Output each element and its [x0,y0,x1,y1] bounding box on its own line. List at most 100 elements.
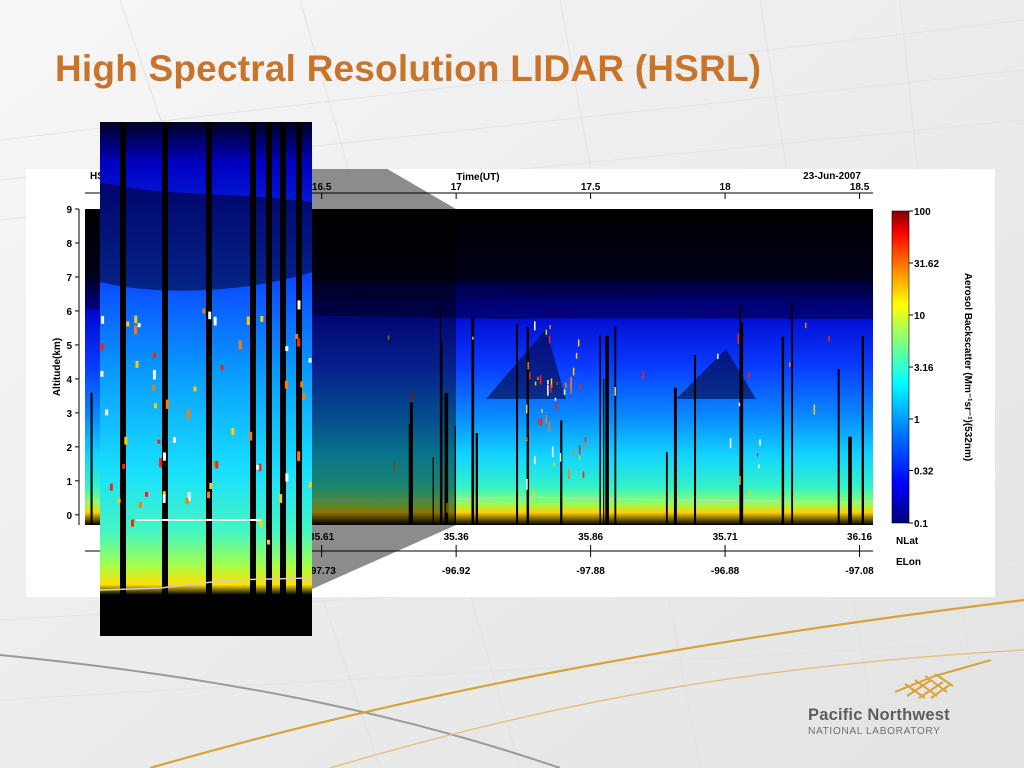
zoom-hot-spot [133,325,137,335]
hot-spot [737,333,740,344]
hot-spot [387,335,390,340]
zoom-hot-spot [308,482,312,488]
hot-spot [538,419,540,425]
logo-name: Pacific Northwest [808,706,950,724]
zoom-hot-spot [249,431,253,441]
lon-tick-label: -96.88 [711,566,740,577]
data-gap-bar [454,425,457,525]
lon-axis-label: ELon [896,557,921,568]
hot-spot [575,352,578,359]
data-gap-bar [444,392,449,525]
hot-spot [550,384,552,393]
hot-spot [559,453,562,462]
hot-spot [534,456,536,465]
pnnl-logo: Pacific Northwest NATIONAL LABORATORY [808,706,950,737]
hot-spot [556,381,559,386]
hot-spot [545,329,548,335]
zoom-hot-spot [260,315,264,322]
zoom-hot-spot [238,340,242,350]
hot-spot [579,384,581,390]
zoom-hot-spot [145,491,149,497]
hot-spot [568,468,570,479]
data-gap-bar [603,378,605,525]
logo-subtitle: NATIONAL LABORATORY [808,726,941,737]
hot-spot [578,445,581,455]
zoom-hot-spot [185,497,189,505]
hot-spot [545,414,548,425]
x-tick-label: 17 [451,182,463,193]
zoom-hot-spot [208,311,212,320]
hot-spot [570,383,572,394]
data-gap-bar [516,323,519,525]
data-gap-bar [781,336,785,525]
hot-spot [756,453,759,457]
zoom-hot-spot [101,315,105,324]
pnnl-logo-mark [895,659,992,699]
hot-spot [547,379,549,385]
zoom-hot-spot [186,409,190,420]
hot-spot [549,325,551,330]
zoom-gap-bar [162,122,168,636]
hot-spot [563,389,566,395]
data-gap-bar [408,424,411,525]
hot-spot [748,372,750,378]
hot-spot [547,384,549,396]
hot-spot [789,362,791,367]
hot-spot [717,353,719,360]
date-label: 23-Jun-2007 [803,171,861,182]
colorbar-tick-label: 0.32 [914,466,934,477]
data-gap-bar [440,341,443,525]
hot-spot [739,475,741,485]
zoom-gap-bar [250,122,256,636]
zoom-hot-spot [284,380,288,389]
y-tick-label: 6 [66,307,72,318]
hot-spot [738,402,741,407]
zoom-gap-bar [206,122,212,636]
colorbar-scale [891,210,910,524]
zoom-hot-spot [100,370,104,377]
zoom-hot-spot [162,494,166,503]
y-tick-label: 9 [66,205,72,216]
zoom-hot-spot [297,451,301,462]
zoom-hot-spot [220,364,224,370]
hot-spot [393,461,395,471]
zoom-hot-spot [157,439,161,444]
zoom-hot-spot [117,498,121,503]
zoom-hot-spot [137,323,141,328]
hot-spot [411,391,413,402]
hot-spot [548,336,551,344]
lat-tick-label: 35.61 [309,532,334,543]
data-gap-bar [560,420,563,525]
hot-spot [553,462,555,467]
hot-spot [577,339,580,347]
hot-spot [539,375,542,385]
colorbar-tick-label: 100 [914,207,931,218]
zoom-hot-spot [285,346,289,352]
y-tick-label: 7 [66,273,72,284]
zoom-hot-spot [152,385,156,391]
slide-title: High Spectral Resolution LIDAR (HSRL) [55,48,762,89]
data-gap-bar [739,322,744,525]
data-gap-bar [673,387,677,525]
hot-spot [526,404,528,414]
data-gap-bar [693,355,697,525]
data-gap-bar [605,335,609,525]
zoom-hot-spot [297,300,301,310]
hot-spot [578,456,581,460]
hot-spot [582,471,585,478]
hot-spot [572,450,575,456]
lon-tick-label: -96.92 [442,566,471,577]
zoom-gap-bar [120,122,126,636]
y-tick-label: 5 [66,341,72,352]
zoom-hot-spot [124,436,128,445]
y-tick-label: 1 [66,477,72,488]
zoom-hot-spot [256,464,260,470]
zoom-hot-spot [215,461,219,469]
zoom-hot-spot [105,409,109,416]
zoom-hot-spot [134,315,138,324]
hot-spot [540,418,543,426]
hot-spot [554,397,557,401]
data-gap-bar [432,457,434,525]
hot-spot [828,335,830,342]
zoom-hot-spot [213,461,217,466]
